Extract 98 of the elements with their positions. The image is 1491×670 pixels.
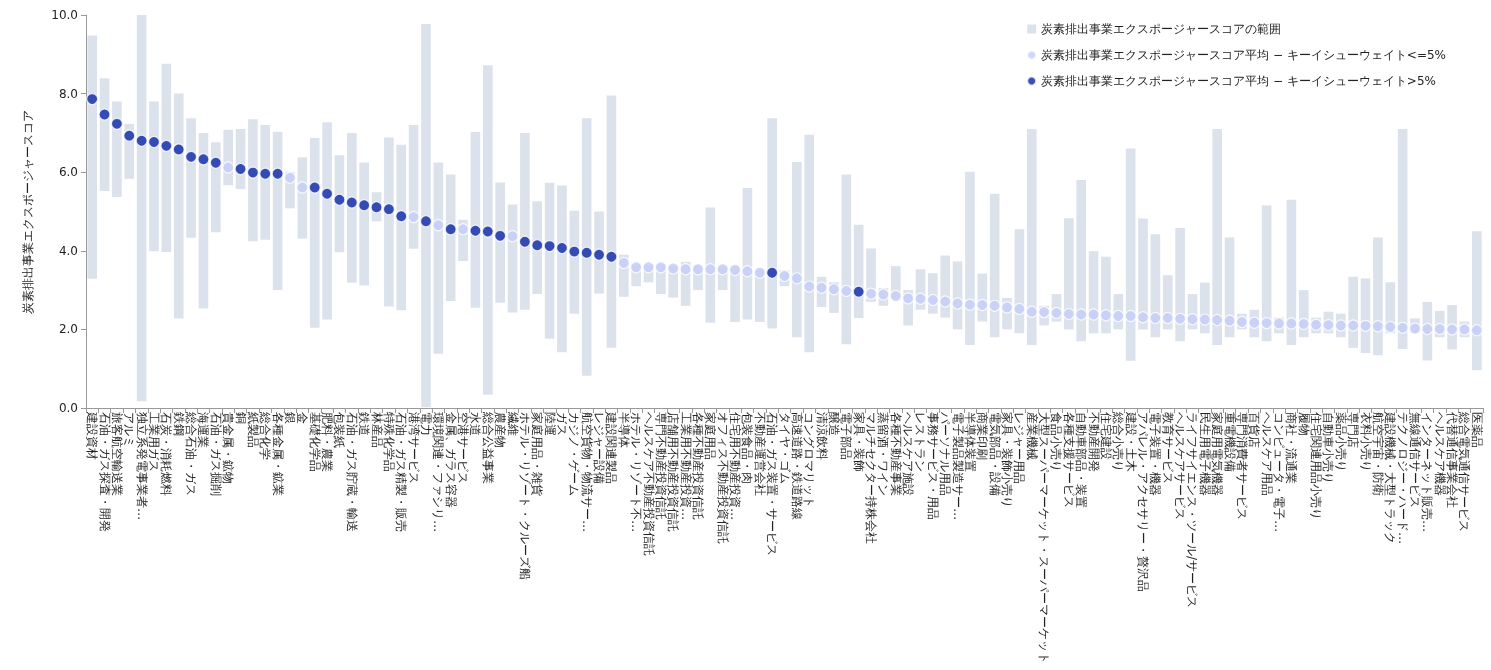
x-tick-label: 電気部品・設備 xyxy=(987,412,1002,496)
x-tick-label: 旅客航空輸送業 xyxy=(109,412,124,496)
x-tick-label: 自動車部品・装置 xyxy=(1074,412,1089,508)
x-tick-label: 専門店 xyxy=(1346,412,1361,448)
x-tick-label: 特殊化学品 xyxy=(381,412,396,472)
x-tick-label: 工業用ガス xyxy=(147,412,161,472)
x-tick-label: レジャー用品 xyxy=(1012,412,1027,484)
x-tick-label: 電子装置・機器 xyxy=(1148,412,1163,496)
x-tick-label: 代替通信事業会社 xyxy=(1445,411,1460,508)
x-tick-label: 総合電気通信サービス xyxy=(1457,411,1472,532)
x-tick-label: 各種金属・鉱業 xyxy=(270,412,285,496)
x-tick-label: 半導体 xyxy=(616,412,631,448)
x-tick-label: 繊維 xyxy=(505,411,520,436)
x-tick-label: 自動車小売り xyxy=(1321,412,1336,484)
x-tick-label: 各種支援サービス xyxy=(1061,412,1076,508)
x-tick-label: 各種不動産事業 xyxy=(888,412,903,496)
x-tick-label: 電力 xyxy=(418,412,433,436)
x-tick-label: 家庭用電気機器 xyxy=(1210,412,1225,496)
x-tick-label: 衣料小売り xyxy=(1358,412,1373,472)
x-tick-label: 医薬品 xyxy=(1469,412,1484,448)
x-tick-label: 航空宇宙・防衛 xyxy=(1370,412,1385,496)
x-tick-label: ホテル・リゾート不… xyxy=(629,412,644,532)
x-tick-label: 包装食品・肉 xyxy=(740,412,755,484)
x-tick-label: 海運業 xyxy=(196,412,211,448)
x-tick-label: テクノロジー・ハード… xyxy=(1395,412,1410,544)
x-tick-label: 不動産開発 xyxy=(1086,412,1101,472)
x-tick-label: 工業用不動産投資… xyxy=(678,412,693,520)
x-tick-label: 石油・ガス探査・開発 xyxy=(97,412,112,532)
y-tick-label: 2.0 xyxy=(58,322,78,337)
x-tick-label: 林産品 xyxy=(369,411,384,448)
x-tick-label: アルミ xyxy=(122,412,137,448)
x-tick-label: 鉄道 xyxy=(357,412,372,436)
legend-label: 炭素排出事業エクスポージャースコア平均 − キーイシューウェイト>5% xyxy=(1041,74,1436,88)
x-tick-label: ホテル・リゾート・クルーズ船 xyxy=(517,412,532,580)
x-tick-label: ライフサイエンス・ツール/サービス xyxy=(1185,412,1200,609)
x-tick-label: 金属、ガラス容器 xyxy=(443,412,458,508)
y-tick-label: 8.0 xyxy=(58,86,78,101)
x-tick-label: 薬品小売り xyxy=(1333,412,1348,472)
x-tick-label: 貴金属・鉱物 xyxy=(221,412,236,484)
x-tick-label: 独立系発電事業者… xyxy=(134,412,149,520)
y-tick-label: 4.0 xyxy=(58,243,78,258)
x-tick-label: 農産物 xyxy=(493,412,508,448)
x-tick-label: コングロマリット xyxy=(802,412,817,508)
x-tick-label: 家具・装飾小売り xyxy=(1000,412,1015,508)
x-tick-label: 総合公益事業 xyxy=(480,411,495,484)
x-tick-label: 陸運 xyxy=(542,412,557,436)
legend-label: 炭素排出事業エクスポージャースコア平均 − キーイシューウェイト<=5% xyxy=(1041,48,1447,62)
x-tick-label: 基礎化学品 xyxy=(307,412,322,472)
x-tick-label: 紙製品 xyxy=(245,412,260,448)
x-tick-label: オフィス不動産投資信託 xyxy=(715,412,730,544)
x-tick-label: 店舗用不動産投資信託 xyxy=(666,412,681,532)
y-tick-label: 0.0 xyxy=(58,401,78,415)
x-tick-label: インターネット販売… xyxy=(1420,412,1435,532)
x-tick-label: 総合小売り xyxy=(1111,411,1126,472)
x-tick-label: 銀 xyxy=(282,412,297,424)
x-tick-label: ヘルスケア不動産投資信託 xyxy=(641,412,656,556)
x-tick-label: 事務サービス・用品 xyxy=(925,412,940,520)
x-tick-label: 環境関連・ファシリ… xyxy=(431,412,446,532)
x-tick-label: 清涼飲料 xyxy=(814,412,829,460)
x-tick-label: ヘルスケア用品 xyxy=(1259,412,1274,496)
x-tick-label: 包装紙 xyxy=(332,412,347,448)
x-tick-label: 石炭・消耗燃料 xyxy=(159,412,174,496)
x-tick-label: 肥料・農業 xyxy=(320,412,335,472)
x-tick-label: 履物 xyxy=(1296,412,1311,436)
x-tick-label: 家庭用品 xyxy=(703,412,718,460)
y-axis-title: 炭素排出事業エクスポージャースコア xyxy=(21,109,35,314)
x-tick-label: 民生用電子機器 xyxy=(1197,412,1212,496)
x-tick-label: 無線通信サービス xyxy=(1408,412,1422,508)
x-tick-label: 電子製品製造サー… xyxy=(950,412,965,520)
x-tick-label: 半導体装置 xyxy=(962,412,977,472)
x-tick-label: 総合化学 xyxy=(258,411,273,460)
x-tick-label: 商社・流通業 xyxy=(1284,412,1299,484)
x-tick-label: 建設・土木 xyxy=(1123,411,1138,472)
x-tick-label: 不動産運営会社 xyxy=(752,412,767,496)
x-tick-label: 建設資材 xyxy=(85,411,100,460)
x-tick-label: カジノ・ゲーム xyxy=(567,412,582,496)
x-tick-label: 産業機械 xyxy=(1024,412,1039,460)
x-tick-label: ヘルスケア機器 xyxy=(1432,412,1447,496)
x-tick-label: 醸造 xyxy=(826,412,841,436)
x-tick-label: 百貨店 xyxy=(1247,412,1262,448)
y-tick-label: 6.0 xyxy=(58,165,78,180)
x-tick-label: 蒸留酒・ワイン xyxy=(876,412,891,496)
legend-label: 炭素排出事業エクスポージャースコアの範囲 xyxy=(1041,22,1282,36)
x-tick-label: 石油・ガス貯蔵・輸送 xyxy=(344,412,359,532)
x-tick-label: 金 xyxy=(295,412,310,424)
x-tick-label: 教育サービス xyxy=(1160,412,1175,484)
x-tick-label: 総合石油・ガス xyxy=(184,411,199,496)
x-tick-label: レストラン xyxy=(913,412,928,472)
x-tick-label: パーソナル用品 xyxy=(938,411,953,496)
x-tick-label: 鉄鋼 xyxy=(171,412,186,436)
x-tick-label: 重電機設備 xyxy=(1222,412,1237,472)
x-tick-label: 食品小売り xyxy=(1049,412,1064,472)
x-tick-label: 銅 xyxy=(233,412,248,424)
x-tick-label: 家庭用品・雑貨 xyxy=(530,412,545,496)
x-tick-label: 家具・装飾 xyxy=(851,412,866,472)
x-tick-label: 航空貨物・物流サー… xyxy=(579,412,594,532)
x-tick-label: 石油・ガス掘削 xyxy=(208,412,223,496)
y-tick-label: 10.0 xyxy=(51,8,78,22)
